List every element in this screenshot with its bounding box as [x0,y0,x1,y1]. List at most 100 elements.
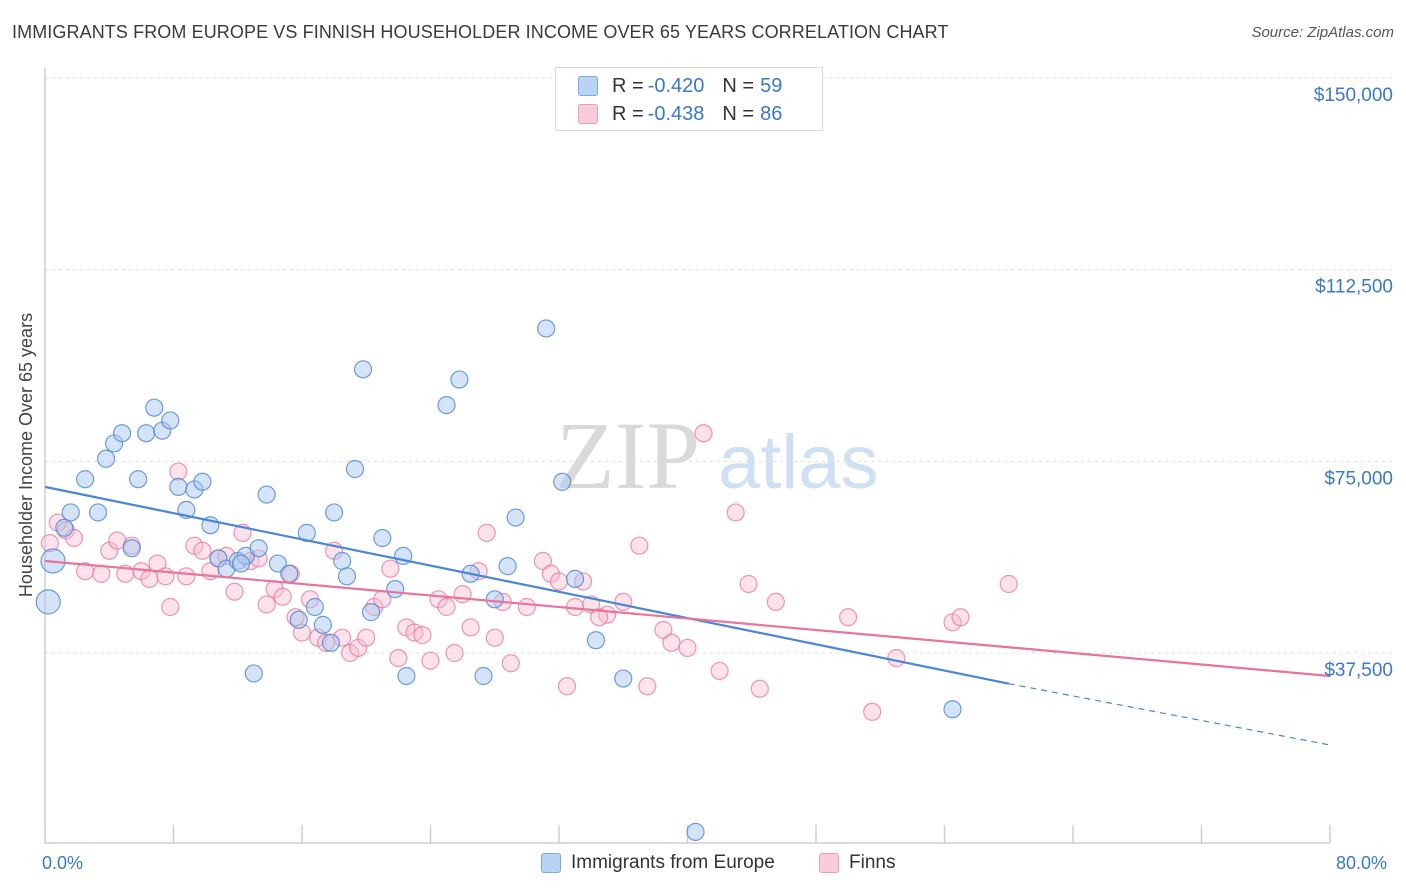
europe-point [537,319,556,338]
finns-point [517,597,536,617]
y-tick-label: $112,500 [1315,277,1393,298]
europe-point [386,580,405,599]
watermark: ZIP atlas [556,402,879,509]
europe-point [586,631,606,650]
bottom-legend-europe: Immigrants from Europe [541,852,775,874]
europe-point [257,485,276,504]
europe-point [321,633,341,652]
finns-point [638,677,657,696]
europe-point [244,664,263,683]
finns-point [694,424,713,443]
finns-point [193,541,212,560]
finns-point [739,574,758,594]
chart-source: Source: ZipAtlas.com [1251,24,1394,41]
finns-point [413,626,432,645]
finns-point [177,567,196,586]
finns-point [108,531,127,550]
bottom-legend-label-finns: Finns [849,852,896,873]
legend-n-value: 86 [760,102,783,125]
finns-point [92,564,111,583]
legend-swatch-pink [578,104,598,124]
europe-trend-line [44,485,1009,685]
immigrants-from-europe-points [35,319,962,841]
europe-point [553,472,572,491]
finns-point [357,628,376,647]
bottom-legend-swatch-pink [819,853,839,873]
europe-point [61,503,80,522]
finns-trend-line [44,559,1331,678]
europe-point [249,539,268,558]
finns-point [421,651,440,670]
finns-point [453,585,472,604]
x-tick-label-max: 80.0% [1336,853,1388,873]
finns-point [140,569,159,588]
finns-point [614,592,633,611]
bottom-legend-swatch-blue [541,853,561,873]
finns-point [549,572,569,591]
europe-point [280,564,299,583]
finns-point [169,462,188,481]
europe-point [943,700,962,719]
legend-r-label: R = [612,102,644,125]
europe-point [437,396,456,415]
axes [44,68,1331,844]
europe-point [305,597,324,617]
finns-point [225,582,244,601]
finns-point [999,574,1018,594]
europe-point [474,666,493,686]
finns-point [477,523,496,542]
finns-point [501,654,520,673]
finns-point [766,592,785,611]
y-tick-label: $150,000 [1314,85,1393,106]
europe-point [325,503,344,522]
europe-point [76,470,95,489]
legend-row-europe: R = -0.420 N = 59 [578,74,782,98]
watermark-zip: ZIP [556,402,700,509]
europe-point [88,503,108,522]
europe-point [161,411,180,430]
europe-point [268,554,288,573]
finns-point [839,608,858,627]
finns-point [445,643,464,663]
europe-point [169,477,188,496]
y-axis-label: Householder Income Over 65 years [16,313,36,597]
europe-point [614,669,633,688]
finns-point [590,608,609,627]
chart-title: IMMIGRANTS FROM EUROPE VS FINNISH HOUSEH… [12,22,949,42]
europe-point [353,360,373,379]
europe-point [450,370,469,389]
finns-point [951,608,970,627]
finns-point [437,597,456,617]
europe-point [231,554,251,573]
finns-point [630,536,649,555]
bottom-legend-finns: Finns [819,852,895,874]
legend-n-label: N = [722,102,755,125]
europe-point [345,459,365,479]
europe-trend-extension [1008,683,1331,746]
europe-point [686,822,705,841]
finns-point [381,559,400,578]
legend-n-value: 59 [760,74,783,97]
europe-point [373,528,392,548]
finns-point [678,638,697,657]
finns-point [461,618,480,637]
europe-point [145,398,164,417]
legend-swatch-blue [578,76,598,96]
finns-point [161,597,180,617]
legend-r-label: R = [612,74,644,97]
finns-point [389,649,408,668]
y-tick-labels: $37,500 $75,000 $112,500 $150,000 [1314,85,1393,681]
europe-point [333,551,352,571]
watermark-atlas: atlas [718,420,879,505]
finns-point [710,661,729,680]
legend-row-finns: R = -0.438 N = 86 [578,102,782,126]
europe-point [565,569,585,588]
europe-point [35,589,61,615]
europe-point [485,590,504,609]
europe-point [129,470,148,489]
finns-point [863,702,882,721]
finns-point [557,677,577,696]
stats-legend: R = -0.420 N = 59 R = -0.438 N = 86 [555,67,823,131]
y-tick-label: $37,500 [1324,660,1393,681]
